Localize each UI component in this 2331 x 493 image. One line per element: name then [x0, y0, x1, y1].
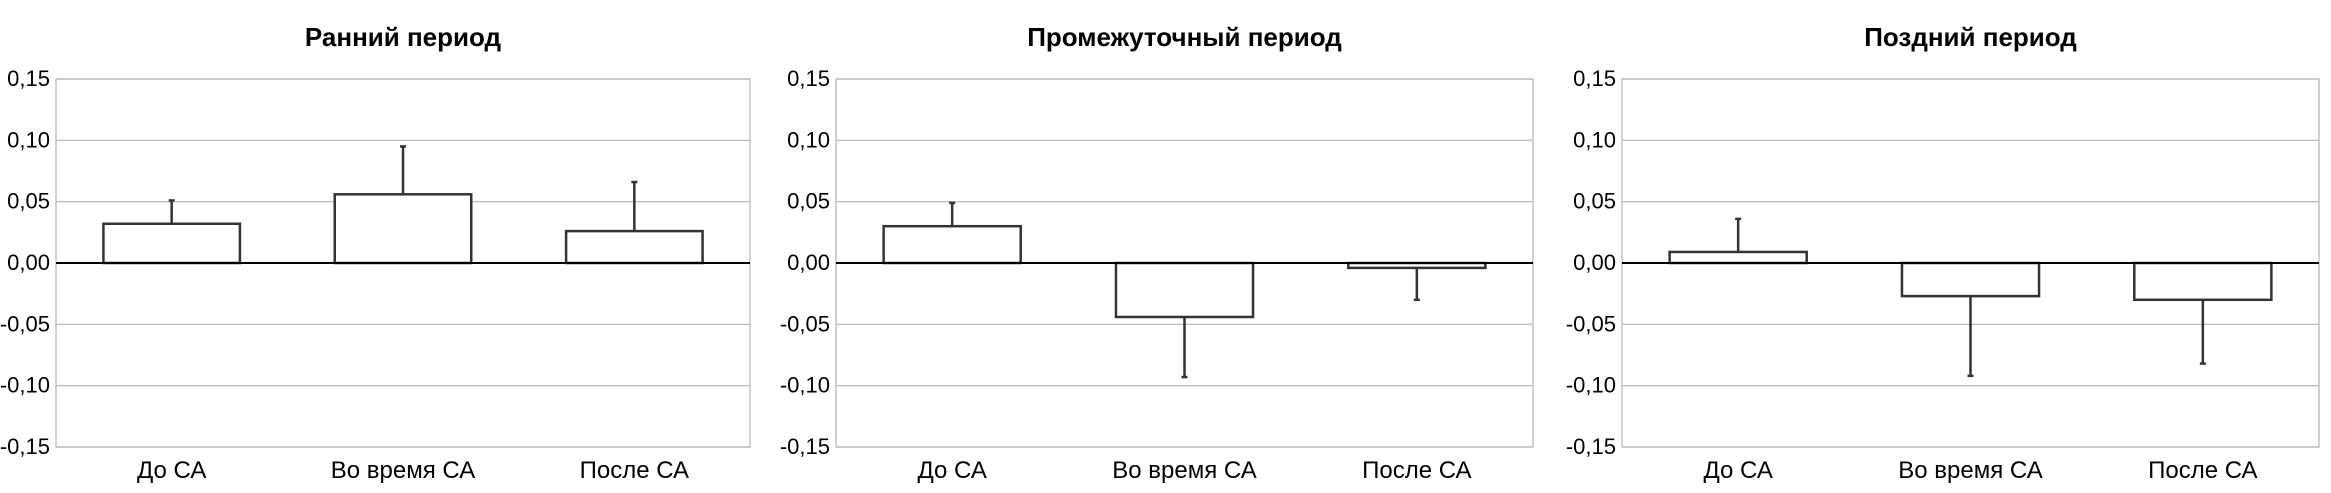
chart-1: Ранний период 0,15 0,10 0,05 0,00 -0,05 -0,10 -…: [0, 22, 751, 484]
x-tick-label: После СА: [580, 457, 689, 484]
y-tick-label: 0,05: [7, 189, 50, 214]
chart-3: Поздний период 0,15 0,10 0,05 0,00 -0,05 -0,10…: [1566, 22, 2320, 484]
y-tick-label: -0,05: [0, 311, 50, 336]
y-tick-label: -0,10: [0, 373, 50, 398]
y-tick-label: 0,15: [7, 66, 50, 91]
bar: [102, 222, 242, 265]
y-tick-label: -0,10: [780, 373, 830, 398]
x-tick-label: До СА: [1703, 457, 1772, 484]
y-tick-label: -0,05: [1566, 311, 1616, 336]
chart-title: Промежуточный период: [1027, 22, 1342, 52]
bar: [564, 229, 704, 265]
bar: [882, 224, 1022, 265]
chart-2: Промежуточный период 0,15 0,10 0,05 0,00 -0,0…: [780, 22, 1534, 484]
y-tick-label: 0,00: [7, 250, 50, 275]
x-tick-label: Во время СА: [331, 457, 475, 484]
chart-title: Ранний период: [305, 22, 502, 52]
x-tick-label: Во время СА: [1898, 457, 2042, 484]
bar: [333, 193, 473, 265]
x-tick-label: Во время СА: [1112, 457, 1256, 484]
y-tick-label: 0,00: [787, 250, 830, 275]
bar: [2133, 261, 2273, 302]
chart-title: Поздний период: [1864, 22, 2077, 52]
y-tick-label: 0,05: [787, 189, 830, 214]
x-tick-label: После СА: [1362, 457, 1471, 484]
y-tick-label: 0,10: [7, 127, 50, 152]
x-tick-label: После СА: [2148, 457, 2257, 484]
y-tick-label: 0,10: [1573, 127, 1616, 152]
y-tick-label: 0,15: [1573, 66, 1616, 91]
bar: [1668, 250, 1808, 265]
y-tick-label: -0,05: [780, 311, 830, 336]
y-tick-label: -0,15: [1566, 434, 1616, 459]
y-tick-label: -0,15: [780, 434, 830, 459]
x-tick-label: До СА: [917, 457, 986, 484]
bar: [1114, 261, 1255, 319]
y-tick-label: -0,15: [0, 434, 50, 459]
y-tick-label: 0,10: [787, 127, 830, 152]
y-tick-label: 0,15: [787, 66, 830, 91]
x-tick-label: До СА: [137, 457, 206, 484]
y-tick-label: 0,00: [1573, 250, 1616, 275]
bar: [1900, 261, 2041, 298]
y-tick-label: 0,05: [1573, 189, 1616, 214]
y-tick-label: -0,10: [1566, 373, 1616, 398]
